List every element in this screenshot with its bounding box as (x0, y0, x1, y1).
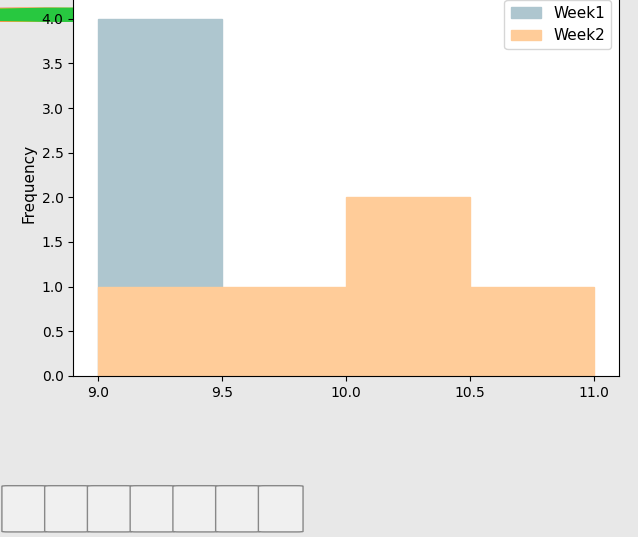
Bar (98, 287, 222, 376)
Circle shape (0, 8, 189, 21)
FancyBboxPatch shape (216, 485, 260, 532)
Bar (470, 287, 594, 376)
FancyBboxPatch shape (45, 485, 89, 532)
FancyBboxPatch shape (130, 485, 175, 532)
FancyBboxPatch shape (173, 485, 218, 532)
Text: Figure 1: Figure 1 (288, 8, 350, 22)
Y-axis label: Frequency: Frequency (21, 144, 36, 223)
Bar (346, 197, 470, 376)
Bar (222, 287, 346, 376)
Circle shape (0, 8, 165, 21)
Bar (98, 19, 222, 376)
FancyBboxPatch shape (2, 485, 47, 532)
Circle shape (0, 8, 213, 21)
FancyBboxPatch shape (87, 485, 132, 532)
Legend: Week1, Week2: Week1, Week2 (505, 0, 611, 49)
FancyBboxPatch shape (258, 485, 303, 532)
